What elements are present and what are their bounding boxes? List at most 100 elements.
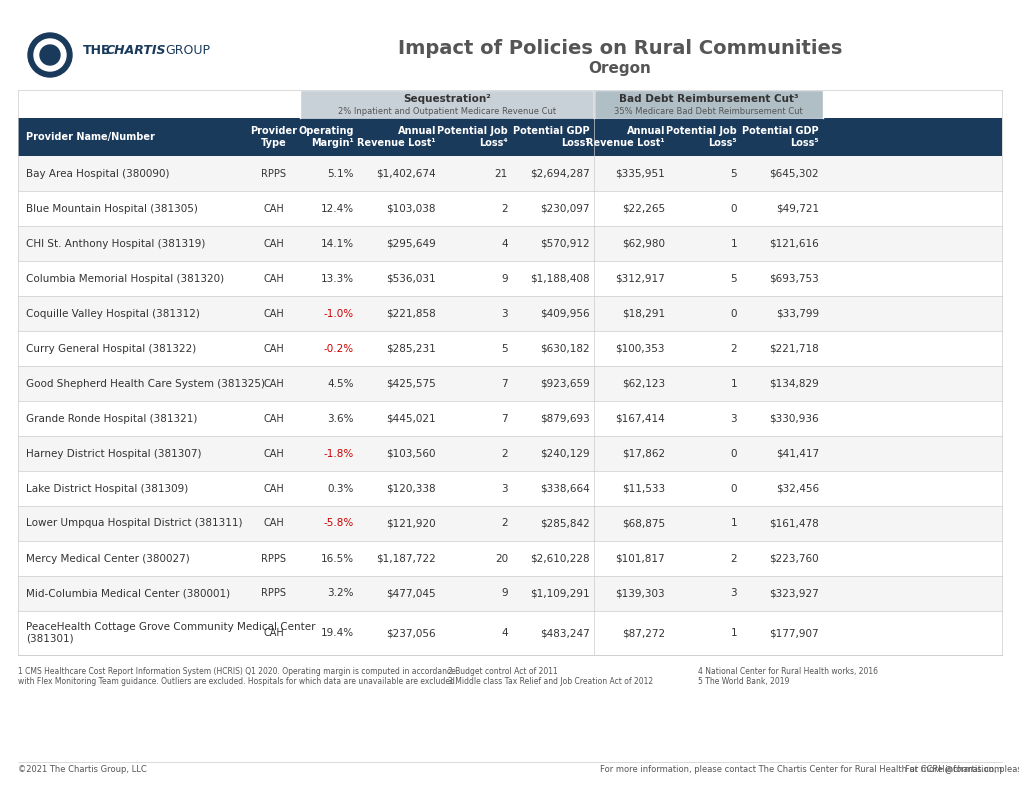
Text: 20: 20 [494, 553, 507, 563]
FancyBboxPatch shape [18, 576, 1001, 611]
Text: 5.1%: 5.1% [327, 169, 354, 179]
Text: $121,920: $121,920 [386, 519, 435, 529]
Text: Potential Job
Loss⁴: Potential Job Loss⁴ [437, 126, 507, 148]
Text: $100,353: $100,353 [614, 344, 664, 354]
FancyBboxPatch shape [18, 261, 1001, 296]
Text: Grande Ronde Hospital (381321): Grande Ronde Hospital (381321) [25, 414, 198, 423]
Circle shape [34, 39, 66, 71]
Text: $17,862: $17,862 [622, 448, 664, 459]
Text: $285,842: $285,842 [540, 519, 589, 529]
Text: 5: 5 [730, 169, 737, 179]
Text: CAH: CAH [263, 414, 284, 423]
Text: THE: THE [83, 43, 110, 57]
Text: 5: 5 [730, 273, 737, 284]
Text: $161,478: $161,478 [768, 519, 818, 529]
Text: $121,616: $121,616 [768, 239, 818, 248]
Text: For more information, please contact The Chartis Center for Rural Health at CCRH: For more information, please contact The… [599, 765, 1001, 775]
Text: 2: 2 [501, 203, 507, 214]
Text: RPPS: RPPS [261, 589, 286, 599]
Text: -0.2%: -0.2% [324, 344, 354, 354]
Text: 7: 7 [501, 378, 507, 388]
Text: $879,693: $879,693 [540, 414, 589, 423]
Text: $103,560: $103,560 [386, 448, 435, 459]
Text: 3: 3 [501, 308, 507, 318]
Text: $536,031: $536,031 [386, 273, 435, 284]
Text: Lake District Hospital (381309): Lake District Hospital (381309) [25, 484, 189, 493]
Text: $330,936: $330,936 [768, 414, 818, 423]
Text: 3: 3 [501, 484, 507, 493]
Text: Potential GDP
Loss⁵: Potential GDP Loss⁵ [513, 126, 589, 148]
Text: Lower Umpqua Hospital District (381311): Lower Umpqua Hospital District (381311) [25, 519, 243, 529]
Text: 2: 2 [501, 448, 507, 459]
Text: $323,927: $323,927 [768, 589, 818, 599]
Text: 0.3%: 0.3% [327, 484, 354, 493]
Text: $221,718: $221,718 [768, 344, 818, 354]
Text: $923,659: $923,659 [540, 378, 589, 388]
Text: Curry General Hospital (381322): Curry General Hospital (381322) [25, 344, 196, 354]
Text: Coquille Valley Hospital (381312): Coquille Valley Hospital (381312) [25, 308, 200, 318]
Text: $295,649: $295,649 [386, 239, 435, 248]
Circle shape [40, 45, 60, 65]
Text: $693,753: $693,753 [768, 273, 818, 284]
Text: $338,664: $338,664 [540, 484, 589, 493]
Text: Mercy Medical Center (380027): Mercy Medical Center (380027) [25, 553, 190, 563]
Text: $68,875: $68,875 [622, 519, 664, 529]
Text: Oregon: Oregon [588, 61, 651, 76]
Text: -1.0%: -1.0% [324, 308, 354, 318]
Text: 1: 1 [730, 628, 737, 638]
Text: 14.1%: 14.1% [321, 239, 354, 248]
Text: Provider
Type: Provider Type [251, 126, 298, 148]
Text: CAH: CAH [263, 344, 284, 354]
Circle shape [28, 33, 72, 77]
Text: 4: 4 [501, 628, 507, 638]
Text: Good Shepherd Health Care System (381325): Good Shepherd Health Care System (381325… [25, 378, 265, 388]
Text: $101,817: $101,817 [614, 553, 664, 563]
Text: $62,123: $62,123 [622, 378, 664, 388]
Text: For more information, please contact The Chartis Center for Rural Health at: For more information, please contact The… [905, 765, 1019, 775]
Text: 1: 1 [730, 378, 737, 388]
Text: CAH: CAH [263, 484, 284, 493]
Text: $630,182: $630,182 [540, 344, 589, 354]
Text: 4.5%: 4.5% [327, 378, 354, 388]
FancyBboxPatch shape [18, 506, 1001, 541]
Text: $18,291: $18,291 [622, 308, 664, 318]
Text: $87,272: $87,272 [622, 628, 664, 638]
FancyBboxPatch shape [18, 226, 1001, 261]
Text: $425,575: $425,575 [386, 378, 435, 388]
Text: CAH: CAH [263, 203, 284, 214]
Text: CAH: CAH [263, 448, 284, 459]
Text: $409,956: $409,956 [540, 308, 589, 318]
Text: 0: 0 [730, 308, 737, 318]
Text: Columbia Memorial Hospital (381320): Columbia Memorial Hospital (381320) [25, 273, 224, 284]
Text: $1,187,722: $1,187,722 [376, 553, 435, 563]
Text: $167,414: $167,414 [614, 414, 664, 423]
FancyBboxPatch shape [18, 401, 1001, 436]
Text: ©2021 The Chartis Group, LLC: ©2021 The Chartis Group, LLC [18, 765, 147, 775]
FancyBboxPatch shape [18, 156, 1001, 191]
Text: CAH: CAH [263, 239, 284, 248]
FancyBboxPatch shape [18, 191, 1001, 226]
Text: Mid-Columbia Medical Center (380001): Mid-Columbia Medical Center (380001) [25, 589, 230, 599]
FancyBboxPatch shape [18, 331, 1001, 366]
Text: 2% Inpatient and Outpatient Medicare Revenue Cut: 2% Inpatient and Outpatient Medicare Rev… [337, 106, 555, 116]
Text: CAH: CAH [263, 273, 284, 284]
Text: $49,721: $49,721 [775, 203, 818, 214]
Text: $2,610,228: $2,610,228 [530, 553, 589, 563]
Text: $22,265: $22,265 [622, 203, 664, 214]
Text: $445,021: $445,021 [386, 414, 435, 423]
Text: 2 Budget control Act of 2011
3 Middle class Tax Relief and Job Creation Act of 2: 2 Budget control Act of 2011 3 Middle cl… [447, 667, 652, 686]
Text: $1,402,674: $1,402,674 [376, 169, 435, 179]
Text: Bad Debt Reimbursement Cut³: Bad Debt Reimbursement Cut³ [619, 94, 798, 104]
Text: Potential GDP
Loss⁵: Potential GDP Loss⁵ [742, 126, 818, 148]
Text: Provider Name/Number: Provider Name/Number [25, 132, 155, 142]
Text: 2: 2 [730, 553, 737, 563]
Text: 2: 2 [730, 344, 737, 354]
Text: GROUP: GROUP [165, 43, 210, 57]
Text: Harney District Hospital (381307): Harney District Hospital (381307) [25, 448, 202, 459]
Text: Potential Job
Loss⁵: Potential Job Loss⁵ [665, 126, 737, 148]
FancyBboxPatch shape [18, 471, 1001, 506]
Text: Annual
Revenue Lost¹: Annual Revenue Lost¹ [586, 126, 664, 148]
Text: $120,338: $120,338 [386, 484, 435, 493]
Text: 16.5%: 16.5% [321, 553, 354, 563]
Text: $645,302: $645,302 [768, 169, 818, 179]
